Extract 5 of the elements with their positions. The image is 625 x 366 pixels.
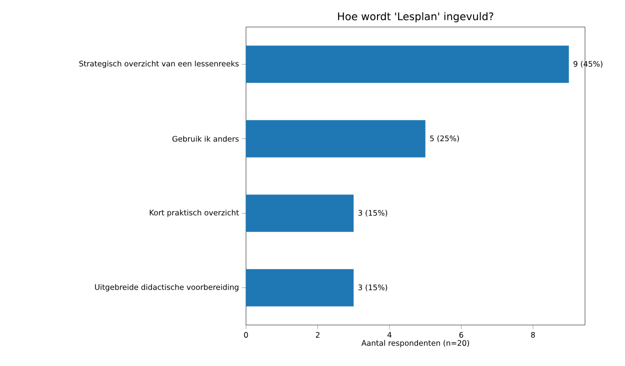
bar [246, 269, 354, 306]
bar [246, 120, 426, 158]
bar [246, 46, 569, 83]
chart-title: Hoe wordt 'Lesplan' ingevuld? [338, 12, 494, 22]
bar [246, 194, 354, 232]
